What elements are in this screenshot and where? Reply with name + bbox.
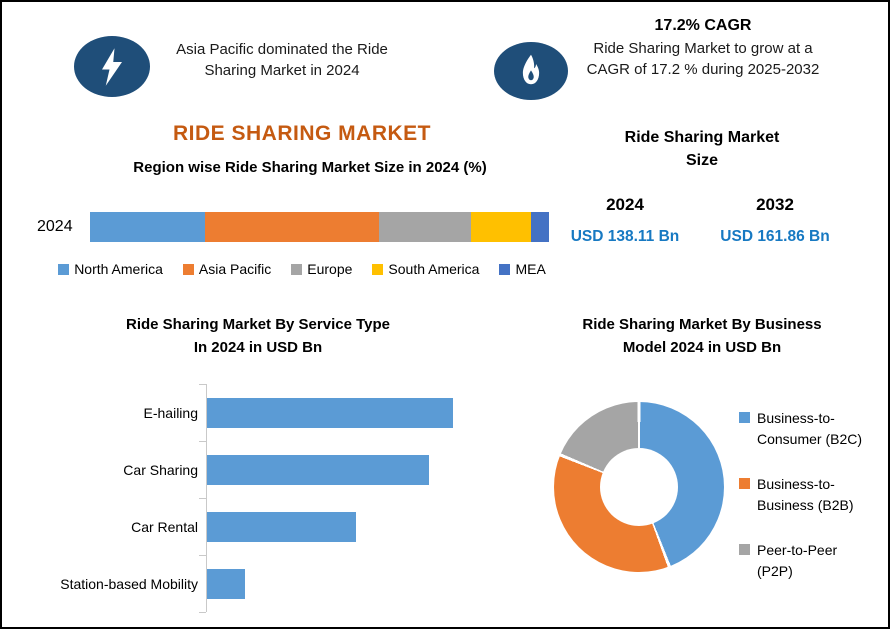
y-axis-line xyxy=(206,384,207,612)
legend-label: Business-to-Consumer (B2C) xyxy=(757,410,863,447)
market-size-title-line: Ride Sharing Market xyxy=(624,129,780,146)
page-title: RIDE SHARING MARKET xyxy=(172,122,431,145)
bar-label-car-rental: Car Rental xyxy=(131,518,198,535)
legend-item-business-to-consumer-b2c: Business-to-Consumer (B2C) xyxy=(739,408,875,450)
legend-item-asia-pacific: Asia Pacific xyxy=(182,261,272,277)
market-size-2024: 2024 USD 138.11 Bn xyxy=(550,195,700,246)
legend-item-south-america: South America xyxy=(372,261,479,277)
callout-line: CAGR of 17.2 % during 2025-2032 xyxy=(586,61,820,78)
market-size-title: Ride Sharing Market Size xyxy=(597,126,807,172)
flame-glyph xyxy=(522,54,540,85)
service-chart-title: Ride Sharing Market By Service Type In 2… xyxy=(28,313,488,359)
business-model-chart-title: Ride Sharing Market By Business Model 20… xyxy=(527,313,877,359)
callout-line: Ride Sharing Market to grow at a xyxy=(593,40,813,57)
legend-item-mea: MEA xyxy=(499,261,546,277)
service-bar-chart xyxy=(199,384,486,613)
callout-line: Sharing Market in 2024 xyxy=(204,62,360,79)
segment-north-america xyxy=(90,212,205,242)
business-model-donut-chart xyxy=(554,402,724,572)
legend-swatch-europe xyxy=(291,263,303,275)
segment-mea xyxy=(530,212,549,242)
legend-item-europe: Europe xyxy=(291,261,352,277)
cagr-text: Ride Sharing Market to grow at a CAGR of… xyxy=(580,38,826,80)
region-legend: North America Asia Pacific Europe South Ame… xyxy=(32,261,572,277)
business-model-title-line: Model 2024 in USD Bn xyxy=(622,339,782,356)
legend-swatch-business-to-consumer-b2c xyxy=(739,412,750,423)
legend-item-peer-to-peer-p2p: Peer-to-Peer (P2P) xyxy=(739,540,875,582)
lightning-bolt-glyph xyxy=(102,47,122,86)
legend-swatch-business-to-business-b2b xyxy=(739,478,750,489)
legend-label: North America xyxy=(74,261,163,277)
market-size-value: USD 138.11 Bn xyxy=(570,228,680,245)
legend-label: Business-to-Business (B2B) xyxy=(757,476,854,513)
legend-swatch-north-america xyxy=(58,263,70,275)
lightning-icon xyxy=(74,36,150,97)
legend-label: Europe xyxy=(307,261,353,277)
cagr-heading: 17.2% CAGR xyxy=(654,17,752,34)
legend-label: Asia Pacific xyxy=(198,261,272,277)
legend-swatch-peer-to-peer-p2p xyxy=(739,544,750,555)
bar-station-based-mobility xyxy=(207,568,245,599)
legend-swatch-asia-pacific xyxy=(182,263,194,275)
market-size-values: 2024 USD 138.11 Bn 2032 USD 161.86 Bn xyxy=(550,195,850,246)
axis-tick xyxy=(199,555,206,556)
bar-label-e-hailing: E-hailing xyxy=(143,404,198,421)
service-chart-category-labels: E-hailing Car Sharing Car Rental Station-ba… xyxy=(2,384,198,612)
market-size-2032: 2032 USD 161.86 Bn xyxy=(700,195,850,246)
legend-item-business-to-business-b2b: Business-to-Business (B2B) xyxy=(739,474,875,516)
market-size-year: 2032 xyxy=(756,195,794,214)
market-size-value: USD 161.86 Bn xyxy=(720,228,830,245)
legend-swatch-south-america xyxy=(372,263,384,275)
region-stacked-bar xyxy=(90,212,549,242)
market-size-year: 2024 xyxy=(606,195,644,214)
axis-tick xyxy=(199,441,206,442)
stacked-bar-category-label: 2024 xyxy=(37,218,73,235)
service-chart-title-line: In 2024 in USD Bn xyxy=(193,339,323,356)
legend-swatch-mea xyxy=(499,263,511,275)
bar-car-rental xyxy=(207,511,356,542)
business-model-legend: Business-to-Consumer (B2C) Business-to-Bu… xyxy=(739,408,875,582)
bar-e-hailing xyxy=(207,397,453,428)
market-size-title-line: Size xyxy=(685,152,718,169)
callout-cagr: 17.2% CAGR Ride Sharing Market to grow a… xyxy=(580,14,826,80)
donut-hole xyxy=(600,448,678,526)
legend-label: MEA xyxy=(515,261,546,277)
segment-asia-pacific xyxy=(204,212,380,242)
segment-south-america xyxy=(470,212,531,242)
bar-car-sharing xyxy=(207,454,429,485)
callout-asia-pacific-text: Asia Pacific dominated the Ride Sharing … xyxy=(160,39,404,81)
service-chart-title-line: Ride Sharing Market By Service Type xyxy=(126,316,390,333)
callout-line: Asia Pacific dominated the Ride xyxy=(176,41,388,58)
bar-label-station-based-mobility: Station-based Mobility xyxy=(60,575,198,592)
axis-tick xyxy=(199,498,206,499)
bar-label-car-sharing: Car Sharing xyxy=(123,461,198,478)
segment-europe xyxy=(379,212,471,242)
legend-label: South America xyxy=(388,261,480,277)
business-model-title-line: Ride Sharing Market By Business xyxy=(582,316,822,333)
flame-icon xyxy=(494,42,568,100)
legend-item-north-america: North America xyxy=(58,261,163,277)
region-chart-title: Region wise Ride Sharing Market Size in … xyxy=(133,159,487,176)
axis-tick xyxy=(199,612,206,613)
legend-label: Peer-to-Peer (P2P) xyxy=(757,542,838,579)
axis-tick xyxy=(199,384,206,385)
